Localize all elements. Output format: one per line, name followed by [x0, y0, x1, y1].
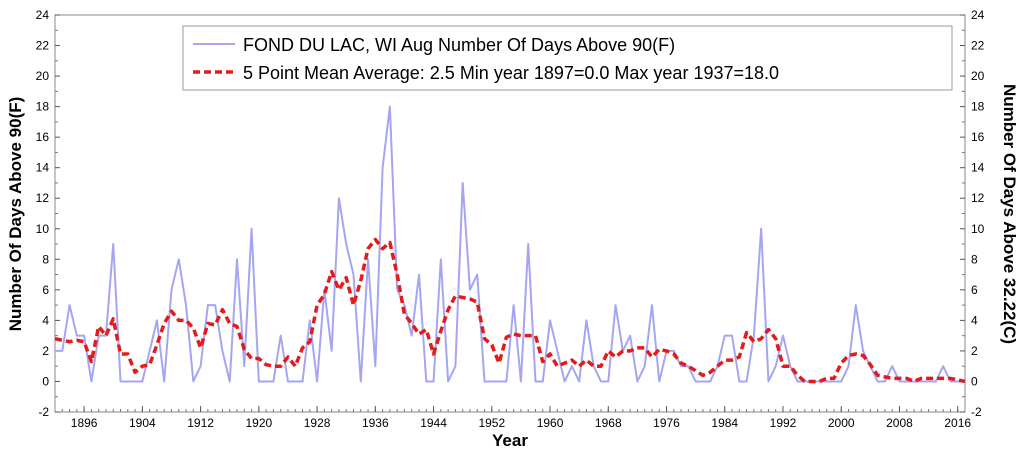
x-tick-label: 1952 — [478, 416, 505, 430]
y-tick-label-right: 22 — [971, 39, 985, 53]
y-tick-label-left: 20 — [36, 69, 50, 83]
y-tick-label-left: 10 — [36, 222, 50, 236]
x-tick-label: 2008 — [886, 416, 913, 430]
y-tick-label-right: 0 — [971, 374, 978, 388]
y-tick-label-left: 14 — [36, 161, 50, 175]
x-tick-label: 1912 — [187, 416, 214, 430]
x-tick-label: 1976 — [653, 416, 680, 430]
y-tick-label-left: 6 — [42, 283, 49, 297]
y-tick-label-right: 20 — [971, 69, 985, 83]
x-tick-label: 1920 — [245, 416, 272, 430]
y-tick-label-right: 24 — [971, 8, 985, 22]
x-tick-label: 1968 — [595, 416, 622, 430]
x-axis: 1896 1904 1912 1920 1928 1936 1944 1952 1960 1968… — [61, 406, 971, 430]
y-tick-label-left: 4 — [42, 313, 49, 327]
x-tick-label: 2000 — [828, 416, 855, 430]
series-line-5pt-mean — [54, 237, 966, 384]
x-tick-label: 2016 — [944, 416, 971, 430]
y-tick-label-right: 16 — [971, 130, 985, 144]
y-tick-label-right: 12 — [971, 191, 985, 205]
legend-label-raw: FOND DU LAC, WI Aug Number Of Days Above… — [243, 35, 675, 55]
y-tick-label-left: 0 — [42, 374, 49, 388]
legend-box — [182, 25, 953, 91]
x-tick-label: 1960 — [537, 416, 564, 430]
legend-label-mean: 5 Point Mean Average: 2.5 Min year 1897=… — [243, 63, 779, 83]
x-tick-label: 1992 — [770, 416, 797, 430]
x-axis-title: Year — [492, 431, 528, 450]
y-tick-label-left: 24 — [36, 8, 50, 22]
x-tick-label: 1936 — [362, 416, 389, 430]
x-tick-label: 1904 — [129, 416, 156, 430]
y-tick-label-left: 16 — [36, 130, 50, 144]
y-tick-label-right: 10 — [971, 222, 985, 236]
y-tick-label-right: -2 — [971, 405, 982, 419]
y-tick-label-left: 8 — [42, 252, 49, 266]
y-axis-title-left: Number Of Days Above 90(F) — [6, 97, 25, 332]
y-tick-label-left: 22 — [36, 39, 50, 53]
y-tick-label-right: 18 — [971, 100, 985, 114]
y-tick-label-left: 2 — [42, 344, 49, 358]
y-tick-label-right: 14 — [971, 161, 985, 175]
x-tick-label: 1944 — [420, 416, 447, 430]
y-tick-label-right: 6 — [971, 283, 978, 297]
y-tick-label-right: 8 — [971, 252, 978, 266]
legend: FOND DU LAC, WI Aug Number Of Days Above… — [182, 25, 953, 91]
x-tick-label: 1896 — [71, 416, 98, 430]
x-tick-label: 1928 — [304, 416, 331, 430]
y-tick-label-left: -2 — [38, 405, 49, 419]
x-tick-label: 1984 — [711, 416, 738, 430]
y-tick-label-left: 18 — [36, 100, 50, 114]
series-layer — [54, 105, 966, 384]
y-tick-label-left: 12 — [36, 191, 50, 205]
y-axis-title-right: Number Of Days Above 32.22(C) — [1000, 84, 1019, 344]
y-tick-label-right: 4 — [971, 313, 978, 327]
y-tick-label-right: 2 — [971, 344, 978, 358]
